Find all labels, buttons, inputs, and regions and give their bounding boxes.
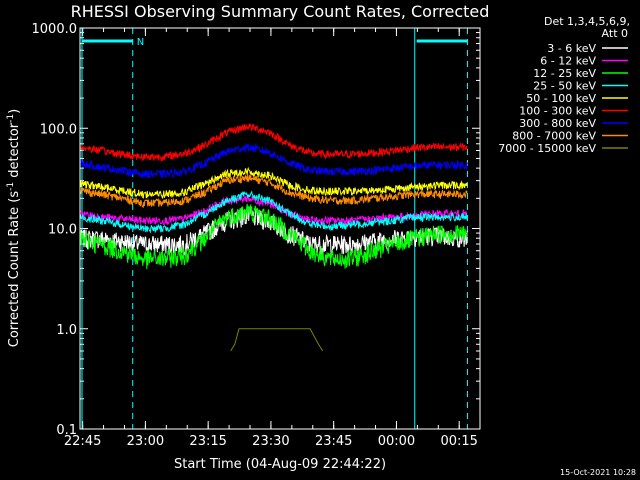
y-axis-label: Corrected Count Rate (s-1 detector-1) xyxy=(6,109,22,347)
y-tick-label: 10.0 xyxy=(48,223,77,238)
legend-label: 50 - 100 keV xyxy=(526,92,596,105)
series-line xyxy=(79,206,468,257)
night-label: N xyxy=(137,37,144,48)
y-tick-label: 100.0 xyxy=(40,122,77,137)
x-tick-label: 23:15 xyxy=(189,434,226,449)
legend-label: 100 - 300 keV xyxy=(519,105,596,118)
series-50-100-kev xyxy=(79,166,468,200)
legend-label: 800 - 7000 keV xyxy=(512,130,596,143)
series-line xyxy=(79,190,468,234)
series-line xyxy=(79,203,468,270)
chart-title: RHESSI Observing Summary Count Rates, Co… xyxy=(71,2,490,21)
series-3-6-kev xyxy=(79,206,468,257)
series-line xyxy=(79,143,468,179)
plot-frame xyxy=(79,27,481,430)
series-line xyxy=(79,174,468,208)
timestamp: 15-Oct-2021 10:28 xyxy=(560,468,636,477)
x-tick-label: 00:00 xyxy=(378,434,415,449)
x-ticks: 22:45 23:00 23:15 23:30 23:45 00:00 00:15 xyxy=(64,28,478,449)
series-line xyxy=(79,166,468,200)
series-7000-15000-kev xyxy=(230,328,324,352)
series-line xyxy=(230,328,324,352)
legend-label: 300 - 800 keV xyxy=(519,117,596,130)
series-300-800-kev xyxy=(79,143,468,179)
series-12-25-kev xyxy=(79,203,468,270)
x-tick-label: 22:45 xyxy=(64,434,101,449)
series xyxy=(79,123,468,352)
legend-header-line1: Det 1,3,4,5,6,9, xyxy=(544,15,630,28)
series-line xyxy=(79,123,468,162)
y-tick-label: 1.0 xyxy=(56,323,77,338)
series-800-7000-kev xyxy=(79,174,468,208)
legend-label: 25 - 50 keV xyxy=(533,80,596,93)
y-tick-label: 1000.0 xyxy=(32,22,78,37)
legend-label: 12 - 25 keV xyxy=(533,67,596,80)
x-tick-label: 23:30 xyxy=(252,434,289,449)
series-25-50-kev xyxy=(79,190,468,234)
x-axis-label: Start Time (04-Aug-09 22:44:22) xyxy=(174,457,386,472)
legend-label: 6 - 12 keV xyxy=(540,55,596,68)
y-tick-label: 0.1 xyxy=(56,423,77,438)
series-100-300-kev xyxy=(79,123,468,162)
x-tick-label: 23:00 xyxy=(127,434,164,449)
legend-label: 3 - 6 keV xyxy=(547,42,596,55)
legend-header-line2: Att 0 xyxy=(602,27,628,40)
legend-label: 7000 - 15000 keV xyxy=(498,142,596,155)
x-tick-label: 00:15 xyxy=(440,434,477,449)
x-tick-label: 23:45 xyxy=(315,434,352,449)
